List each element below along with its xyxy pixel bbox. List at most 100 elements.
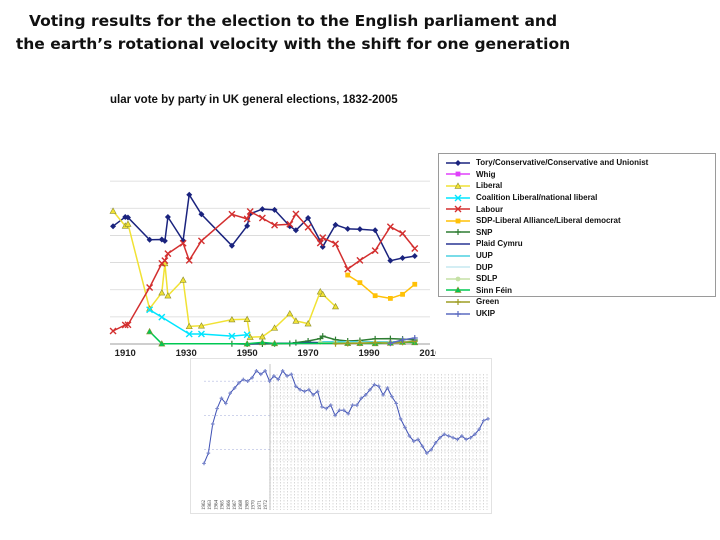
data-point xyxy=(122,213,129,220)
data-point xyxy=(320,405,324,409)
data-point xyxy=(411,253,418,260)
data-point xyxy=(311,393,316,397)
data-point xyxy=(332,221,339,228)
data-point xyxy=(412,281,418,287)
x-tick-label: 1910 xyxy=(115,348,136,359)
legend-swatch-marker xyxy=(454,205,462,213)
data-point xyxy=(109,327,117,335)
data-point xyxy=(286,220,294,228)
data-point xyxy=(210,422,215,426)
chart-title-fragment: . . xyxy=(195,88,210,99)
data-point xyxy=(185,330,193,338)
data-point xyxy=(228,242,235,249)
data-point xyxy=(109,207,117,214)
data-point xyxy=(316,239,324,247)
data-point xyxy=(179,276,187,283)
data-point xyxy=(372,227,379,234)
data-point xyxy=(197,330,205,338)
series-ukip xyxy=(387,335,418,347)
legend-item: SDLP xyxy=(445,273,715,285)
legend-label: Liberal xyxy=(476,181,503,191)
data-point xyxy=(164,213,171,220)
data-point xyxy=(464,437,468,442)
series-line xyxy=(112,210,337,338)
x-tick-label: 1964 xyxy=(214,500,219,511)
data-point xyxy=(146,236,153,243)
x-tick-label: 1969 xyxy=(245,500,250,511)
rotation-series xyxy=(202,369,490,466)
data-point xyxy=(371,247,379,255)
legend-item: Tory/Conservative/Conservative and Union… xyxy=(445,157,715,169)
x-axis-ticks: 1910 1930 1950 1970 1990 2010 xyxy=(115,348,436,359)
x-tick-label: 1967 xyxy=(233,500,238,511)
data-point xyxy=(319,290,327,298)
data-point xyxy=(359,396,364,401)
data-point xyxy=(332,240,340,248)
legend-item: SDP-Liberal Alliance/Liberal democrat xyxy=(445,215,715,227)
data-point xyxy=(333,413,337,418)
data-point xyxy=(243,215,251,223)
data-point xyxy=(324,406,329,411)
x-tick-label: 1930 xyxy=(176,348,197,359)
legend-swatch xyxy=(446,243,470,245)
data-point xyxy=(276,377,281,382)
series-line xyxy=(112,192,415,262)
rotation-chart: 1962 1963 1964 1965 1966 1967 1968 1969 1970 1971… xyxy=(190,358,492,514)
data-point xyxy=(232,386,237,390)
x-tick-label: 1963 xyxy=(208,500,213,511)
data-point xyxy=(224,401,228,406)
data-point xyxy=(407,434,412,438)
data-point xyxy=(411,439,416,443)
series-tory-conservative-conservative-and-unionist xyxy=(110,191,418,264)
data-point xyxy=(271,221,279,229)
data-point xyxy=(381,393,385,397)
legend-item: UUP xyxy=(445,250,715,262)
data-point xyxy=(304,223,312,231)
data-point xyxy=(442,432,447,437)
data-point xyxy=(356,256,364,264)
legend-item: UKIP xyxy=(445,308,715,320)
data-point xyxy=(124,220,132,227)
data-point xyxy=(390,394,394,399)
data-point xyxy=(110,223,117,230)
data-point xyxy=(315,389,320,394)
data-point xyxy=(387,296,393,301)
x-tick-label: 1962 xyxy=(202,500,207,511)
data-point xyxy=(438,435,442,440)
data-point xyxy=(394,401,399,406)
data-point xyxy=(158,313,166,321)
data-point xyxy=(376,384,381,389)
data-point xyxy=(302,389,307,394)
data-point xyxy=(280,369,285,373)
data-point xyxy=(411,244,419,252)
legend-swatch xyxy=(446,194,470,202)
data-point xyxy=(259,372,263,377)
data-point xyxy=(124,214,131,221)
legend-label: SDP-Liberal Alliance/Liberal democrat xyxy=(476,216,621,226)
slide-title: Voting results for the election to the E… xyxy=(0,10,586,56)
data-point xyxy=(386,223,394,231)
rotation-chart-frame xyxy=(190,358,492,514)
data-point xyxy=(319,243,326,250)
data-point xyxy=(161,257,169,265)
data-point xyxy=(271,324,279,331)
x-tick-label: 1971 xyxy=(258,500,263,511)
legend-label: Green xyxy=(476,297,500,307)
votes-chart: 1910 1930 1950 1970 1990 2010 xyxy=(109,180,436,359)
data-point xyxy=(451,435,455,440)
data-point xyxy=(298,387,302,392)
data-point xyxy=(363,393,368,397)
data-point xyxy=(243,340,251,347)
data-point xyxy=(250,375,254,380)
data-point xyxy=(357,280,363,286)
legend-item: Sinn Féin xyxy=(445,285,715,297)
data-point xyxy=(285,374,289,378)
data-point xyxy=(198,211,205,218)
data-point xyxy=(304,320,312,327)
data-point xyxy=(403,425,407,430)
series-labour xyxy=(109,208,419,335)
x-tick-label: 1950 xyxy=(237,348,258,359)
legend-item: Liberal xyxy=(445,180,715,192)
legend-label: Labour xyxy=(476,204,504,214)
rotation-x-ticks: 1962 1963 1964 1965 1966 1967 1968 1969 1970 1971… xyxy=(202,500,269,511)
